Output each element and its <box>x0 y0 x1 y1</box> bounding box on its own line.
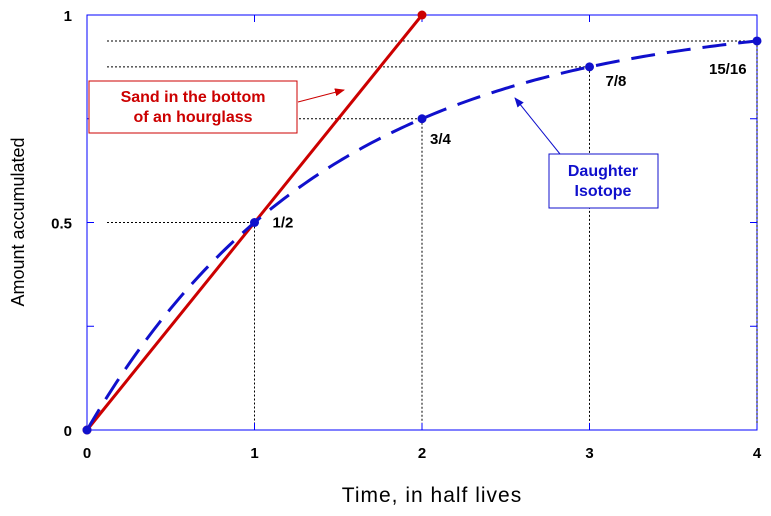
daughter-point <box>752 36 762 46</box>
sand-annotation-box <box>88 80 298 134</box>
daughter-annotation-text: Isotope <box>575 183 632 200</box>
point-value-label: 15/16 <box>709 61 747 78</box>
sand-annotation-text: Sand in the bottom <box>121 89 266 106</box>
daughter-annotation-text: Daughter <box>568 163 638 180</box>
data-points <box>82 10 762 435</box>
daughter-isotope-line <box>85 39 758 431</box>
daughter-annotation-arrow <box>514 97 561 155</box>
daughter-point <box>417 114 427 124</box>
x-tick-label: 3 <box>585 445 593 462</box>
text-labels: 0 1 2 3 4 0 0.5 1 1/2 3/4 7/8 15/16 Sand in the bott… <box>51 8 762 462</box>
point-value-label: 1/2 <box>273 215 294 232</box>
daughter-point <box>585 62 594 72</box>
x-tick-label: 0 <box>83 445 91 462</box>
x-tick-label: 4 <box>753 445 762 462</box>
x-tick-label: 1 <box>250 445 258 462</box>
point-value-label: 7/8 <box>606 73 627 90</box>
sand-annotation-arrow <box>297 88 345 103</box>
y-tick-label: 0.5 <box>51 216 72 233</box>
daughter-annotation-box <box>548 153 659 209</box>
sand-annotation-text: of an hourglass <box>133 109 252 126</box>
x-tick-label: 2 <box>418 445 426 462</box>
sand-point <box>417 10 427 20</box>
point-value-label: 3/4 <box>430 131 452 148</box>
y-axis-title: Amount accumulated <box>8 137 28 306</box>
y-tick-label: 1 <box>64 8 72 25</box>
daughter-point <box>250 218 259 227</box>
annotation-arrows <box>297 88 561 155</box>
y-tick-label: 0 <box>64 423 72 440</box>
daughter-point <box>82 425 92 435</box>
x-axis-title: Time, in half lives <box>342 484 522 507</box>
